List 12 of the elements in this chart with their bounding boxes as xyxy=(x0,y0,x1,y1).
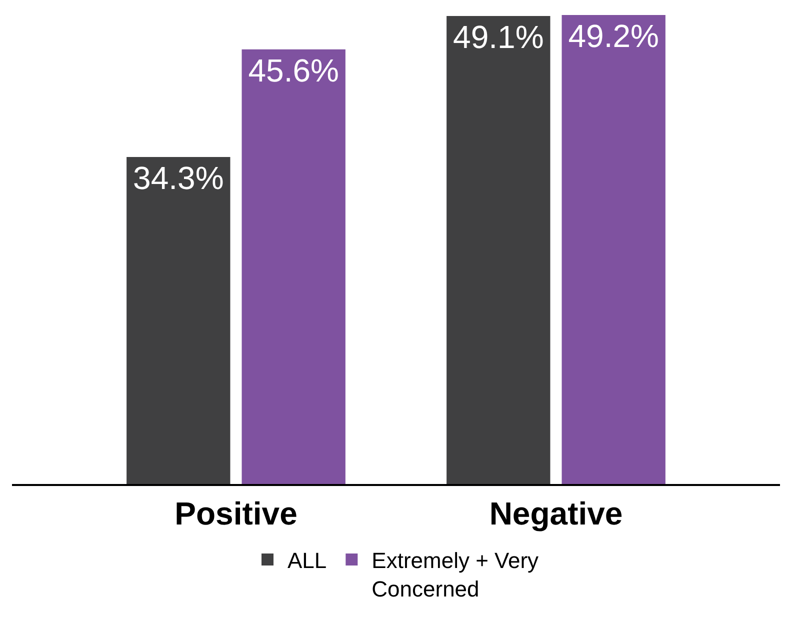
bar xyxy=(126,157,230,484)
bar xyxy=(562,15,666,484)
x-tick-label: Negative xyxy=(489,495,623,532)
legend-label: Extremely + Very Concerned xyxy=(372,548,539,602)
data-label: 34.3% xyxy=(133,160,224,196)
data-label: 49.1% xyxy=(453,18,544,55)
bar xyxy=(446,16,550,484)
legend-label: ALL xyxy=(288,548,327,574)
data-label: 49.2% xyxy=(568,18,659,54)
x-tick-label: Positive xyxy=(174,495,298,532)
bar xyxy=(242,49,346,484)
data-label: 45.6% xyxy=(248,52,339,88)
